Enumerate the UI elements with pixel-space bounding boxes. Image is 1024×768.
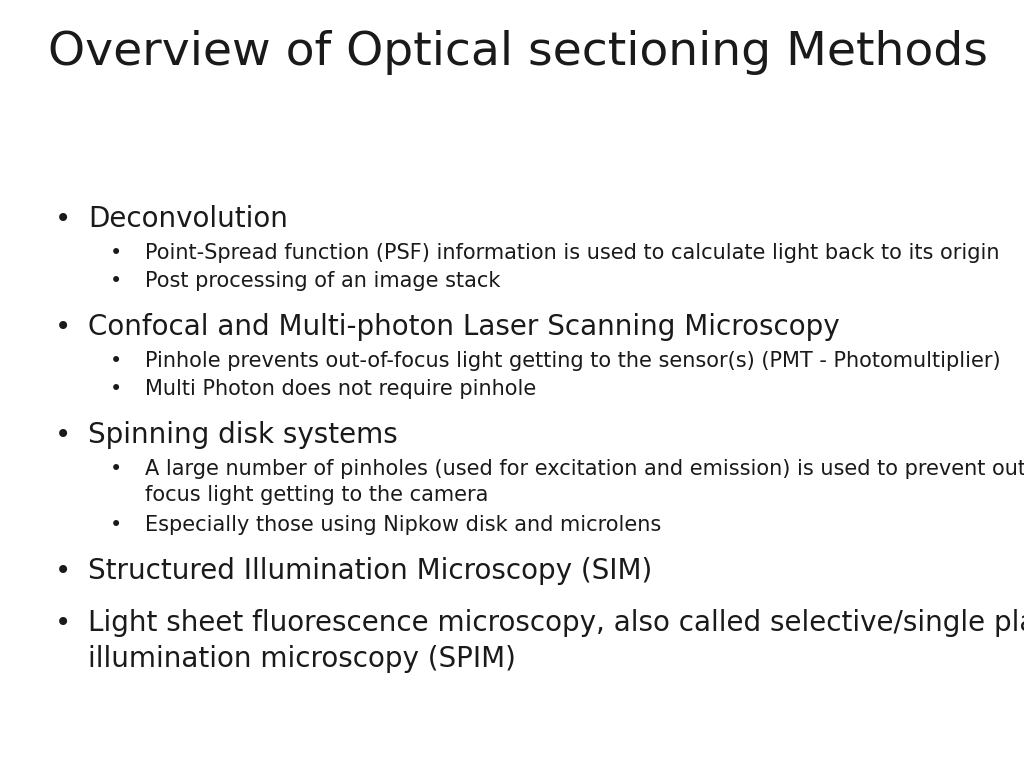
Text: •: •: [110, 243, 122, 263]
Text: A large number of pinholes (used for excitation and emission) is used to prevent: A large number of pinholes (used for exc…: [145, 459, 1024, 505]
Text: Point-Spread function (PSF) information is used to calculate light back to its o: Point-Spread function (PSF) information …: [145, 243, 999, 263]
Text: Post processing of an image stack: Post processing of an image stack: [145, 271, 501, 291]
Text: Structured Illumination Microscopy (SIM): Structured Illumination Microscopy (SIM): [88, 557, 652, 585]
Text: •: •: [110, 515, 122, 535]
Text: •: •: [55, 557, 72, 585]
Text: •: •: [55, 205, 72, 233]
Text: •: •: [55, 421, 72, 449]
Text: •: •: [55, 609, 72, 637]
Text: Especially those using Nipkow disk and microlens: Especially those using Nipkow disk and m…: [145, 515, 662, 535]
Text: •: •: [110, 379, 122, 399]
Text: •: •: [55, 313, 72, 341]
Text: •: •: [110, 459, 122, 479]
Text: Confocal and Multi-photon Laser Scanning Microscopy: Confocal and Multi-photon Laser Scanning…: [88, 313, 840, 341]
Text: Deconvolution: Deconvolution: [88, 205, 288, 233]
Text: Light sheet fluorescence microscopy, also called selective/single plane
illumina: Light sheet fluorescence microscopy, als…: [88, 609, 1024, 673]
Text: Multi Photon does not require pinhole: Multi Photon does not require pinhole: [145, 379, 537, 399]
Text: •: •: [110, 271, 122, 291]
Text: Pinhole prevents out-of-focus light getting to the sensor(s) (PMT - Photomultipl: Pinhole prevents out-of-focus light gett…: [145, 351, 1000, 371]
Text: Spinning disk systems: Spinning disk systems: [88, 421, 397, 449]
Text: Overview of Optical sectioning Methods: Overview of Optical sectioning Methods: [48, 30, 988, 75]
Text: •: •: [110, 351, 122, 371]
